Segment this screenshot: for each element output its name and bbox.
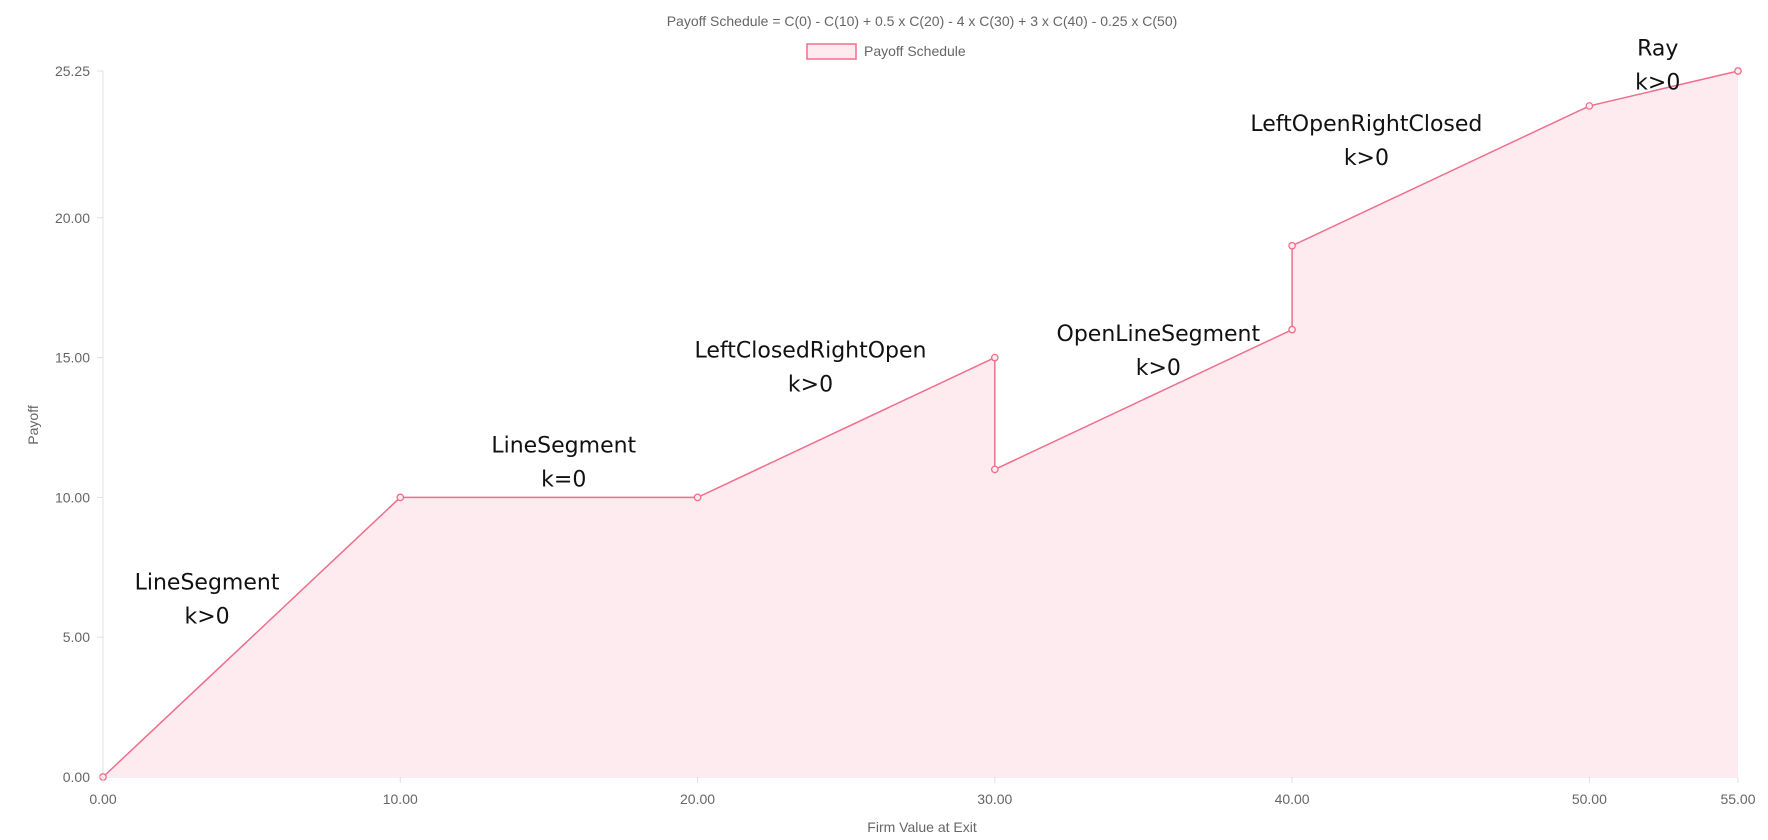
y-tick-label-2: 10.00 — [55, 489, 90, 505]
data-point-8 — [1734, 67, 1742, 75]
annotation-2-line-0: LeftClosedRightOpen — [695, 339, 927, 364]
annotation-3: OpenLineSegment k>0 — [1057, 322, 1261, 381]
annotation-4-line-1: k>0 — [1344, 146, 1389, 171]
annotation-3-line-0: OpenLineSegment — [1057, 322, 1261, 347]
annotation-1-line-0: LineSegment — [491, 434, 636, 459]
y-tick-label-1: 5.00 — [63, 629, 90, 645]
y-tick-label-4: 20.00 — [55, 210, 90, 226]
x-tick-label-6: 55.00 — [1720, 791, 1755, 807]
chart-title: Payoff Schedule = C(0) - C(10) + 0.5 x C… — [667, 13, 1178, 29]
x-tick-label-1: 10.00 — [383, 791, 418, 807]
data-point-7 — [1585, 102, 1594, 110]
annotation-2-line-1: k>0 — [788, 373, 833, 398]
annotation-1-line-1: k=0 — [541, 468, 586, 493]
plot-area — [99, 67, 1742, 781]
x-tick-label-5: 50.00 — [1572, 791, 1607, 807]
annotations: LineSegment k>0 LineSegment k=0 LeftClosedRi… — [135, 37, 1681, 630]
x-tick-label-3: 30.00 — [977, 791, 1012, 807]
series-area-fill — [103, 71, 1738, 777]
x-axis-label: Firm Value at Exit — [867, 819, 977, 835]
y-axis-label: Payoff — [25, 405, 41, 445]
data-point-4 — [990, 465, 999, 474]
legend-swatch[interactable] — [806, 43, 857, 60]
x-tick-label-4: 40.00 — [1275, 791, 1310, 807]
annotation-1: LineSegment k=0 — [491, 434, 636, 493]
x-tick-label-2: 20.00 — [680, 791, 715, 807]
data-point-5 — [1288, 325, 1296, 334]
data-point-2 — [693, 493, 702, 502]
data-point-6 — [1288, 241, 1296, 250]
x-tick-label-0: 0.00 — [89, 791, 116, 807]
data-point-3 — [990, 353, 999, 362]
y-axis-ticks: 0.00 5.00 10.00 15.00 20.00 25.25 — [55, 63, 103, 785]
annotation-5-line-0: Ray — [1637, 37, 1678, 62]
annotation-0-line-1: k>0 — [184, 605, 229, 630]
annotation-3-line-1: k>0 — [1136, 356, 1181, 381]
annotation-4: LeftOpenRightClosed k>0 — [1250, 112, 1482, 171]
legend-label[interactable]: Payoff Schedule — [864, 43, 966, 59]
annotation-2: LeftClosedRightOpen k>0 — [695, 339, 927, 398]
x-axis-ticks: 0.00 10.00 20.00 30.00 40.00 50.00 55.00 — [89, 777, 1756, 807]
data-point-1 — [396, 493, 405, 502]
annotation-5: Ray k>0 — [1635, 37, 1680, 96]
y-tick-label-3: 15.00 — [55, 350, 90, 366]
annotation-5-line-1: k>0 — [1635, 71, 1680, 96]
annotation-0-line-0: LineSegment — [135, 571, 280, 596]
y-tick-label-5: 25.25 — [55, 63, 90, 79]
legend[interactable]: Payoff Schedule — [806, 43, 966, 60]
y-tick-label-0: 0.00 — [63, 769, 90, 785]
annotation-0: LineSegment k>0 — [135, 571, 280, 630]
annotation-4-line-0: LeftOpenRightClosed — [1250, 112, 1482, 137]
